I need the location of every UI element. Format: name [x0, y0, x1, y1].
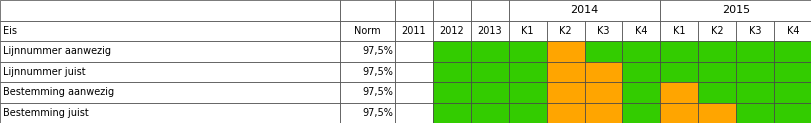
Bar [659, 0, 811, 21]
Bar [394, 0, 432, 21]
Bar [508, 41, 546, 62]
Text: 2013: 2013 [477, 26, 501, 36]
Bar [340, 82, 394, 102]
Bar [697, 21, 736, 41]
Bar [659, 21, 697, 41]
Text: Bestemming aanwezig: Bestemming aanwezig [3, 87, 114, 97]
Text: Eis: Eis [3, 26, 17, 36]
Bar [508, 102, 546, 123]
Text: 2011: 2011 [401, 26, 426, 36]
Text: Lijnnummer aanwezig: Lijnnummer aanwezig [3, 46, 111, 56]
Bar [546, 82, 584, 102]
Bar [773, 62, 811, 82]
Bar [432, 62, 470, 82]
Bar [340, 102, 394, 123]
Bar [546, 62, 584, 82]
Bar [584, 82, 622, 102]
Bar [622, 102, 659, 123]
Bar [0, 41, 340, 62]
Bar [584, 41, 622, 62]
Bar [0, 62, 340, 82]
Text: Bestemming juist: Bestemming juist [3, 108, 88, 118]
Text: 2012: 2012 [439, 26, 464, 36]
Bar [470, 0, 508, 21]
Bar [659, 41, 697, 62]
Text: K1: K1 [521, 26, 534, 36]
Bar [394, 21, 432, 41]
Text: Norm: Norm [354, 26, 380, 36]
Text: K4: K4 [634, 26, 647, 36]
Bar [659, 82, 697, 102]
Bar [470, 62, 508, 82]
Bar [394, 62, 432, 82]
Bar [659, 62, 697, 82]
Bar [546, 21, 584, 41]
Text: 97,5%: 97,5% [362, 87, 393, 97]
Bar [584, 21, 622, 41]
Text: Lijnnummer juist: Lijnnummer juist [3, 67, 85, 77]
Bar [470, 41, 508, 62]
Text: K3: K3 [748, 26, 761, 36]
Bar [622, 21, 659, 41]
Bar [394, 82, 432, 102]
Bar [659, 102, 697, 123]
Bar [340, 21, 394, 41]
Bar [0, 82, 340, 102]
Bar [546, 102, 584, 123]
Bar [340, 62, 394, 82]
Bar [394, 102, 432, 123]
Bar [470, 102, 508, 123]
Bar [773, 21, 811, 41]
Bar [470, 21, 508, 41]
Bar [0, 102, 340, 123]
Text: K2: K2 [710, 26, 723, 36]
Text: 97,5%: 97,5% [362, 46, 393, 56]
Bar [470, 82, 508, 102]
Text: 2014: 2014 [569, 5, 598, 15]
Bar [508, 21, 546, 41]
Bar [432, 82, 470, 102]
Bar [736, 82, 773, 102]
Text: K4: K4 [786, 26, 798, 36]
Bar [432, 0, 470, 21]
Bar [697, 62, 736, 82]
Bar [508, 62, 546, 82]
Text: K2: K2 [559, 26, 571, 36]
Bar [773, 102, 811, 123]
Bar [622, 41, 659, 62]
Bar [697, 102, 736, 123]
Bar [736, 21, 773, 41]
Bar [340, 0, 394, 21]
Bar [340, 41, 394, 62]
Text: 97,5%: 97,5% [362, 67, 393, 77]
Bar [508, 0, 659, 21]
Text: K1: K1 [672, 26, 684, 36]
Bar [584, 62, 622, 82]
Bar [736, 102, 773, 123]
Bar [432, 102, 470, 123]
Bar [622, 62, 659, 82]
Bar [773, 41, 811, 62]
Bar [432, 21, 470, 41]
Bar [736, 41, 773, 62]
Bar [773, 82, 811, 102]
Bar [697, 41, 736, 62]
Bar [584, 102, 622, 123]
Bar [546, 41, 584, 62]
Bar [736, 62, 773, 82]
Text: 2015: 2015 [721, 5, 749, 15]
Bar [432, 41, 470, 62]
Text: K3: K3 [597, 26, 609, 36]
Bar [697, 82, 736, 102]
Bar [508, 82, 546, 102]
Bar [0, 21, 340, 41]
Text: 97,5%: 97,5% [362, 108, 393, 118]
Bar [394, 41, 432, 62]
Bar [622, 82, 659, 102]
Bar [0, 0, 340, 21]
